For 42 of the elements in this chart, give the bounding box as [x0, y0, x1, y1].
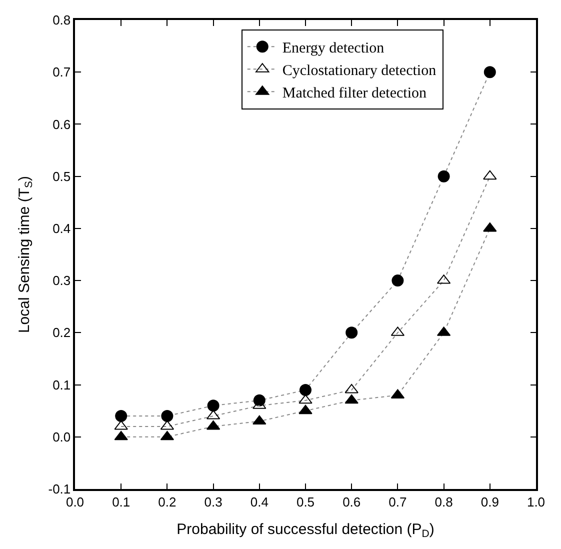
- point: [483, 222, 497, 232]
- point: [252, 415, 266, 425]
- y-tick-label: 0.0: [52, 429, 71, 444]
- point: [483, 170, 497, 180]
- x-tick-label: 0.2: [158, 494, 176, 510]
- x-tick-label: 0.5: [296, 494, 315, 510]
- x-axis-title: Probability of successful detection (P$_{D}$): [176, 520, 434, 540]
- y-tick-label: 0.3: [52, 273, 71, 288]
- point: [114, 420, 128, 430]
- point: [114, 430, 128, 440]
- y-tick-label: 0.5: [52, 168, 71, 184]
- point: [207, 400, 220, 412]
- point: [344, 384, 358, 394]
- y-tick-label: 0.2: [52, 325, 71, 340]
- y-tick-label: 0.7: [52, 64, 71, 80]
- y-tick-label: 0.4: [52, 220, 71, 236]
- x-tick-label: 1.0: [526, 494, 546, 510]
- x-tick-label: 0.6: [342, 494, 361, 510]
- point: [346, 326, 358, 339]
- point: [115, 410, 128, 422]
- legend-label: Energy detection: [282, 40, 385, 56]
- point: [392, 274, 404, 287]
- point: [484, 66, 496, 78]
- x-tick-label: 0.3: [204, 494, 222, 510]
- y-tick-label: 0.8: [52, 12, 71, 28]
- x-tick-label: 0.1: [112, 494, 130, 510]
- x-tick-label: 0.0: [66, 494, 84, 510]
- point: [161, 410, 174, 422]
- point: [344, 394, 358, 404]
- point: [300, 384, 312, 396]
- y-tick-label: -0.1: [48, 482, 71, 497]
- legend-label: Cyclostationary detection: [282, 62, 437, 79]
- point: [298, 394, 312, 404]
- legend-label: Matched filter detection: [282, 85, 427, 102]
- point: [438, 170, 450, 182]
- point: [298, 404, 312, 414]
- y-tick-label: 0.6: [52, 116, 71, 132]
- y-tick-label: 0.1: [52, 377, 71, 392]
- x-tick-label: 0.9: [480, 494, 499, 510]
- x-tick-label: 0.7: [388, 494, 407, 510]
- x-tick-label: 0.8: [434, 494, 453, 510]
- x-tick-label: 0.4: [250, 494, 268, 510]
